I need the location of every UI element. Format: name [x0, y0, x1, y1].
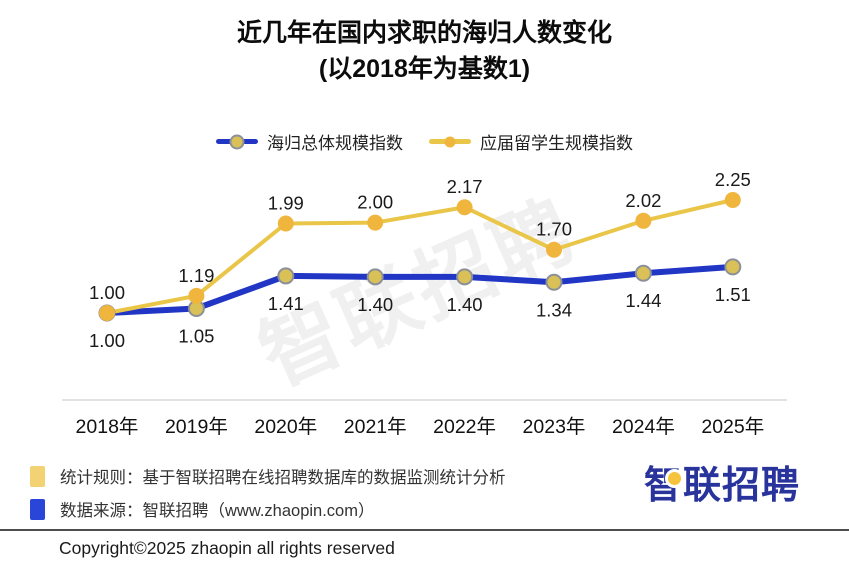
legend-line-marker-icon	[216, 134, 258, 149]
value-label: 2.00	[357, 192, 393, 213]
data-point[interactable]	[635, 212, 652, 229]
series-line-0	[104, 263, 736, 316]
value-label: 1.00	[89, 330, 125, 351]
data-point[interactable]	[634, 264, 652, 282]
data-point[interactable]	[456, 199, 473, 216]
value-label: 1.70	[536, 219, 572, 240]
value-label: 2.25	[715, 169, 751, 190]
x-axis-label: 2022年	[433, 416, 496, 438]
value-label: 1.99	[268, 193, 304, 214]
value-label: 2.02	[625, 190, 661, 211]
x-axis-label: 2023年	[523, 416, 586, 438]
value-label: 1.40	[447, 294, 483, 315]
value-label: 1.51	[715, 284, 751, 305]
legend-item-total-index[interactable]: 海归总体规模指数	[216, 129, 403, 154]
value-label: 1.40	[357, 294, 393, 315]
x-axis-label: 2020年	[254, 416, 317, 438]
x-axis-label: 2021年	[344, 416, 407, 438]
legend-line-marker-icon	[429, 136, 471, 147]
x-axis-label: 2018年	[76, 416, 139, 438]
value-label: 1.00	[89, 282, 125, 303]
footnote-data-source: 数据来源：智联招聘（www.zhaopin.com）	[30, 497, 374, 521]
x-axis-label: 2019年	[165, 416, 228, 438]
legend-label-graduate-index: 应届留学生规模指数	[480, 134, 633, 153]
data-point[interactable]	[724, 192, 741, 208]
footer-divider	[0, 529, 849, 531]
value-label: 2.17	[447, 176, 483, 197]
x-axis-label: 2025年	[701, 416, 764, 438]
data-point[interactable]	[277, 267, 295, 285]
data-point[interactable]	[367, 214, 384, 231]
chart-title-line1: 近几年在国内求职的海归人数变化	[236, 19, 612, 47]
data-point[interactable]	[188, 287, 205, 304]
series-line-1	[105, 198, 735, 315]
footnote-data-source-text: 数据来源：智联招聘（www.zhaopin.com）	[60, 502, 375, 520]
chart-title: 近几年在国内求职的海归人数变化 (以2018年为基数1)	[0, 15, 849, 88]
logo-yellow-dot-icon	[665, 469, 684, 488]
zhaopin-logo: 智联招聘	[644, 465, 800, 508]
value-label: 1.44	[625, 290, 661, 311]
value-label: 1.41	[268, 293, 304, 314]
footnote-statistics-rule-text: 统计规则：基于智联招聘在线招聘数据库的数据监测统计分析	[60, 469, 506, 487]
data-point[interactable]	[366, 268, 384, 286]
value-label: 1.34	[536, 299, 572, 320]
legend-label-total-index: 海归总体规模指数	[267, 134, 403, 153]
legend-item-graduate-index[interactable]: 应届留学生规模指数	[429, 129, 633, 154]
blue-square-icon	[30, 498, 45, 520]
data-point[interactable]	[546, 241, 562, 258]
value-label: 1.19	[178, 265, 214, 286]
chart-legend: 海归总体规模指数 应届留学生规模指数	[0, 129, 849, 154]
copyright-text: Copyright©2025 zhaopin all rights reserv…	[59, 538, 395, 558]
x-axis-label: 2024年	[612, 416, 675, 438]
yellow-square-icon	[30, 465, 45, 487]
data-point[interactable]	[277, 215, 294, 232]
data-point[interactable]	[99, 305, 115, 321]
value-label: 1.05	[178, 325, 214, 346]
data-point[interactable]	[456, 268, 474, 286]
chart-title-line2: (以2018年为基数1)	[318, 55, 531, 84]
data-point[interactable]	[724, 258, 742, 276]
data-point[interactable]	[545, 273, 563, 291]
footnote-statistics-rule: 统计规则：基于智联招聘在线招聘数据库的数据监测统计分析	[30, 464, 506, 488]
